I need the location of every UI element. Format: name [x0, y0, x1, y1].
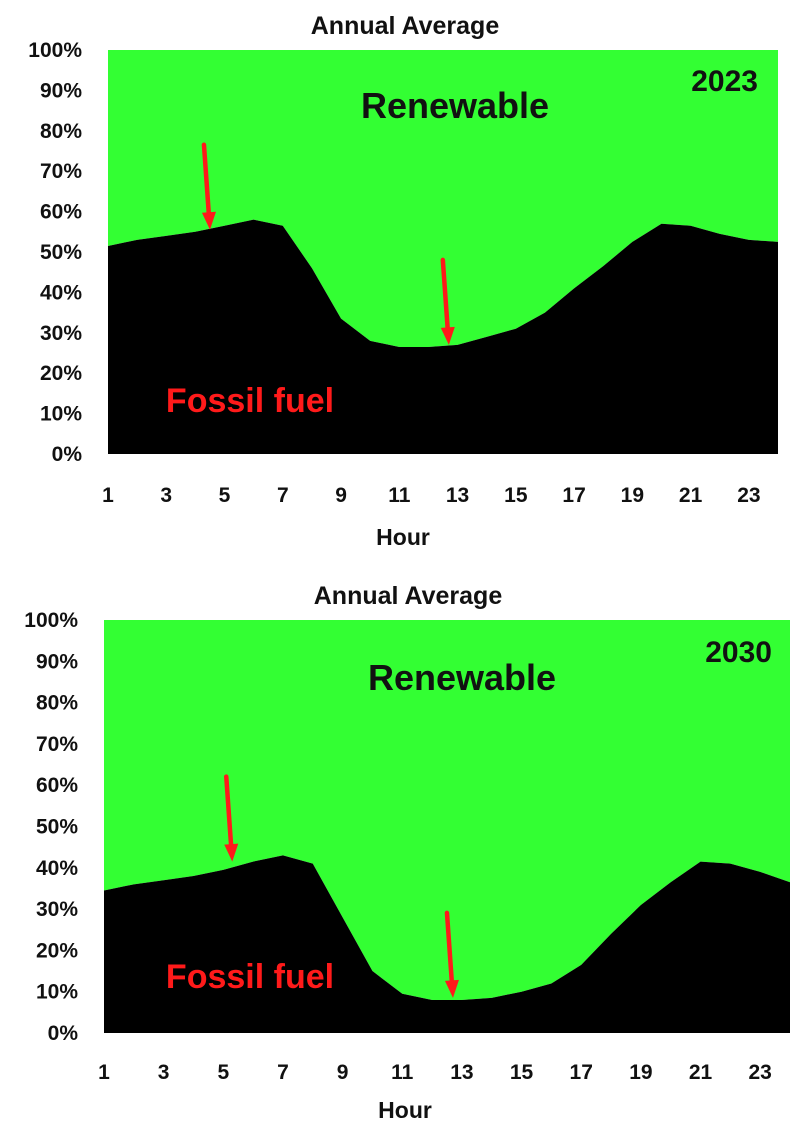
y-tick-label: 0%: [52, 443, 83, 466]
y-tick-label: 60%: [40, 201, 82, 224]
y-tick-label: 40%: [36, 857, 78, 880]
y-tick-label: 80%: [40, 120, 82, 143]
y-tick-label: 10%: [40, 403, 82, 426]
x-tick-label: 1: [98, 1061, 110, 1084]
x-tick-label: 5: [219, 484, 231, 507]
x-tick-label: 21: [689, 1061, 713, 1084]
y-tick-label: 20%: [40, 362, 82, 385]
x-tick-label: 17: [562, 484, 585, 507]
x-tick-label: 7: [277, 1061, 289, 1084]
annotation-arrow: [224, 774, 239, 862]
chart-2030-svg: Annual Average 0% 10% 20% 30% 40% 50% 60% 70% 80…: [24, 582, 790, 1123]
x-tick-label: 13: [450, 1061, 473, 1084]
x-tick-label: 7: [277, 484, 289, 507]
y-tick-label: 50%: [36, 816, 78, 839]
renewable-area-label: Renewable: [361, 85, 549, 126]
y-tick-label: 30%: [36, 898, 78, 921]
y-axis-ticks: 0% 10% 20% 30% 40% 50% 60% 70% 80% 90% 100%: [24, 609, 78, 1045]
x-axis-ticks: 1 3 5 7 9 11 13 15 17 19 21 23: [98, 1061, 772, 1084]
plot-area: [108, 50, 778, 454]
x-tick-label: 13: [446, 484, 469, 507]
fossil-area-label: Fossil fuel: [166, 958, 334, 996]
x-tick-label: 15: [510, 1061, 534, 1084]
y-tick-label: 10%: [36, 981, 78, 1004]
annotation-arrow: [444, 910, 459, 998]
chart-title: Annual Average: [314, 582, 503, 610]
x-tick-label: 19: [629, 1061, 652, 1084]
y-tick-label: 90%: [36, 650, 78, 673]
x-tick-label: 1: [102, 484, 114, 507]
y-tick-label: 50%: [40, 241, 82, 264]
chart-2023-svg: Annual Average 0% 10% 20% 30% 40% 50% 60% 70% 80…: [28, 12, 778, 550]
x-tick-label: 3: [158, 1061, 170, 1084]
y-tick-label: 40%: [40, 281, 82, 304]
y-tick-label: 0%: [48, 1022, 79, 1045]
x-tick-label: 23: [748, 1061, 771, 1084]
fossil-area-label: Fossil fuel: [166, 382, 334, 420]
x-tick-label: 19: [621, 484, 644, 507]
x-tick-label: 11: [388, 484, 411, 507]
x-tick-label: 17: [570, 1061, 593, 1084]
chart-title: Annual Average: [311, 12, 500, 40]
series-area-renewable: [104, 620, 790, 1000]
x-tick-label: 23: [737, 484, 760, 507]
y-tick-label: 80%: [36, 692, 78, 715]
annotation-arrow: [201, 142, 216, 230]
plot-area: [104, 620, 790, 1033]
x-axis-label: Hour: [378, 1097, 432, 1123]
y-tick-label: 70%: [40, 160, 82, 183]
y-tick-label: 100%: [24, 609, 78, 632]
x-tick-label: 9: [335, 484, 347, 507]
year-label: 2030: [705, 636, 772, 669]
series-area-fossil: [108, 219, 778, 454]
y-axis-ticks: 0% 10% 20% 30% 40% 50% 60% 70% 80% 90% 100%: [28, 39, 82, 466]
renewable-area-label: Renewable: [368, 657, 556, 698]
series-area-fossil: [104, 855, 790, 1033]
y-tick-label: 70%: [36, 733, 78, 756]
x-tick-label: 3: [160, 484, 172, 507]
chart-2030: Annual Average 0% 10% 20% 30% 40% 50% 60% 70% 80…: [0, 570, 792, 1130]
chart-2023: Annual Average 0% 10% 20% 30% 40% 50% 60% 70% 80…: [0, 0, 792, 560]
x-tick-label: 9: [337, 1061, 349, 1084]
y-tick-label: 30%: [40, 322, 82, 345]
y-tick-label: 20%: [36, 939, 78, 962]
annotation-arrow: [440, 257, 455, 345]
x-tick-label: 21: [679, 484, 703, 507]
y-tick-label: 100%: [28, 39, 82, 62]
x-tick-label: 5: [217, 1061, 229, 1084]
year-label: 2023: [691, 65, 758, 98]
series-area-renewable: [108, 50, 778, 347]
x-axis-label: Hour: [376, 524, 430, 550]
y-tick-label: 90%: [40, 79, 82, 102]
x-tick-label: 11: [391, 1061, 414, 1084]
y-tick-label: 60%: [36, 774, 78, 797]
x-tick-label: 15: [504, 484, 528, 507]
x-axis-ticks: 1 3 5 7 9 11 13 15 17 19 21 23: [102, 484, 760, 507]
